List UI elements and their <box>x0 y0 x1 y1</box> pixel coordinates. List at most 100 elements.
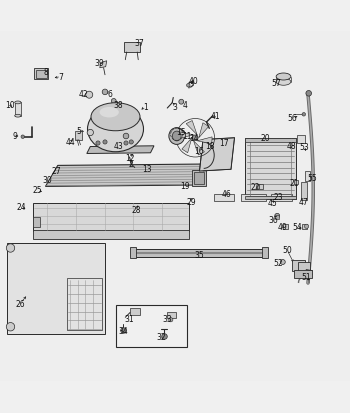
Text: 27: 27 <box>51 167 61 176</box>
Circle shape <box>111 99 116 104</box>
Bar <box>36 70 47 79</box>
Circle shape <box>169 318 173 322</box>
Circle shape <box>86 92 93 99</box>
Text: 21: 21 <box>289 178 299 187</box>
Text: 36: 36 <box>269 215 279 224</box>
Text: 12: 12 <box>125 154 134 163</box>
Text: 47: 47 <box>299 198 309 207</box>
Text: 45: 45 <box>267 199 277 207</box>
Text: 1: 1 <box>143 102 148 112</box>
Text: 9: 9 <box>12 132 17 141</box>
Polygon shape <box>100 62 107 69</box>
Ellipse shape <box>88 107 144 152</box>
Circle shape <box>123 134 129 140</box>
Text: 26: 26 <box>15 299 25 308</box>
Circle shape <box>129 140 133 145</box>
Circle shape <box>304 225 309 229</box>
Bar <box>130 308 140 315</box>
Text: 22: 22 <box>250 183 260 192</box>
Circle shape <box>6 323 15 331</box>
Circle shape <box>96 142 100 146</box>
Polygon shape <box>197 138 212 145</box>
Polygon shape <box>194 141 204 156</box>
Ellipse shape <box>15 102 21 104</box>
Text: 57: 57 <box>271 79 281 88</box>
Polygon shape <box>33 203 189 231</box>
Circle shape <box>102 90 108 95</box>
Bar <box>292 261 304 271</box>
Text: 24: 24 <box>16 203 26 212</box>
Polygon shape <box>33 230 189 239</box>
Polygon shape <box>199 123 209 138</box>
Text: 32: 32 <box>157 332 167 341</box>
Text: 43: 43 <box>113 142 123 151</box>
Text: 5: 5 <box>76 127 81 136</box>
Text: 44: 44 <box>65 138 75 147</box>
Bar <box>301 183 307 201</box>
Text: 7: 7 <box>59 73 64 82</box>
Bar <box>294 180 298 185</box>
Text: 15: 15 <box>176 128 186 137</box>
Circle shape <box>87 130 93 136</box>
Bar <box>302 224 307 229</box>
Bar <box>167 312 176 318</box>
Polygon shape <box>7 243 105 334</box>
Circle shape <box>21 135 25 139</box>
Circle shape <box>187 84 190 88</box>
Bar <box>133 249 262 257</box>
Text: 54: 54 <box>292 223 302 232</box>
Bar <box>283 224 288 229</box>
Bar <box>259 185 263 189</box>
Text: 49: 49 <box>278 223 288 232</box>
Polygon shape <box>46 165 208 187</box>
Polygon shape <box>186 121 197 135</box>
Polygon shape <box>199 138 234 171</box>
Text: 11: 11 <box>182 132 192 141</box>
Circle shape <box>179 100 184 105</box>
Ellipse shape <box>169 128 185 145</box>
Bar <box>262 248 268 258</box>
Bar <box>75 131 82 140</box>
Ellipse shape <box>100 108 119 118</box>
Bar <box>297 136 304 144</box>
Ellipse shape <box>276 74 291 81</box>
Text: 46: 46 <box>222 190 232 199</box>
Text: 37: 37 <box>134 38 144 47</box>
Polygon shape <box>178 133 194 139</box>
Text: 55: 55 <box>307 173 317 183</box>
Text: 10: 10 <box>5 101 15 110</box>
Bar <box>245 196 296 199</box>
Circle shape <box>193 135 198 141</box>
Circle shape <box>302 113 306 117</box>
Text: 14: 14 <box>189 134 199 143</box>
Text: 2: 2 <box>129 160 134 169</box>
Text: 17: 17 <box>219 139 229 148</box>
Text: 35: 35 <box>195 251 204 260</box>
Circle shape <box>103 140 107 145</box>
Text: 25: 25 <box>33 185 43 195</box>
Circle shape <box>306 91 312 97</box>
Bar <box>130 248 136 258</box>
Text: 4: 4 <box>183 101 188 110</box>
Circle shape <box>280 260 285 265</box>
Bar <box>245 138 296 199</box>
Text: 18: 18 <box>205 142 215 151</box>
Circle shape <box>275 214 280 219</box>
Text: 52: 52 <box>273 259 283 268</box>
Bar <box>34 69 48 80</box>
Text: 50: 50 <box>282 246 292 255</box>
Text: 16: 16 <box>194 147 204 156</box>
Text: 23: 23 <box>273 192 283 201</box>
Bar <box>298 262 310 273</box>
Text: 42: 42 <box>78 90 88 99</box>
Bar <box>245 138 296 142</box>
Circle shape <box>124 142 128 146</box>
Text: 39: 39 <box>95 59 105 68</box>
Text: 20: 20 <box>260 134 270 143</box>
Bar <box>15 103 21 116</box>
Text: 48: 48 <box>286 142 296 151</box>
Bar <box>67 279 102 330</box>
Text: 38: 38 <box>113 101 123 110</box>
Polygon shape <box>87 147 154 154</box>
Polygon shape <box>182 138 192 153</box>
